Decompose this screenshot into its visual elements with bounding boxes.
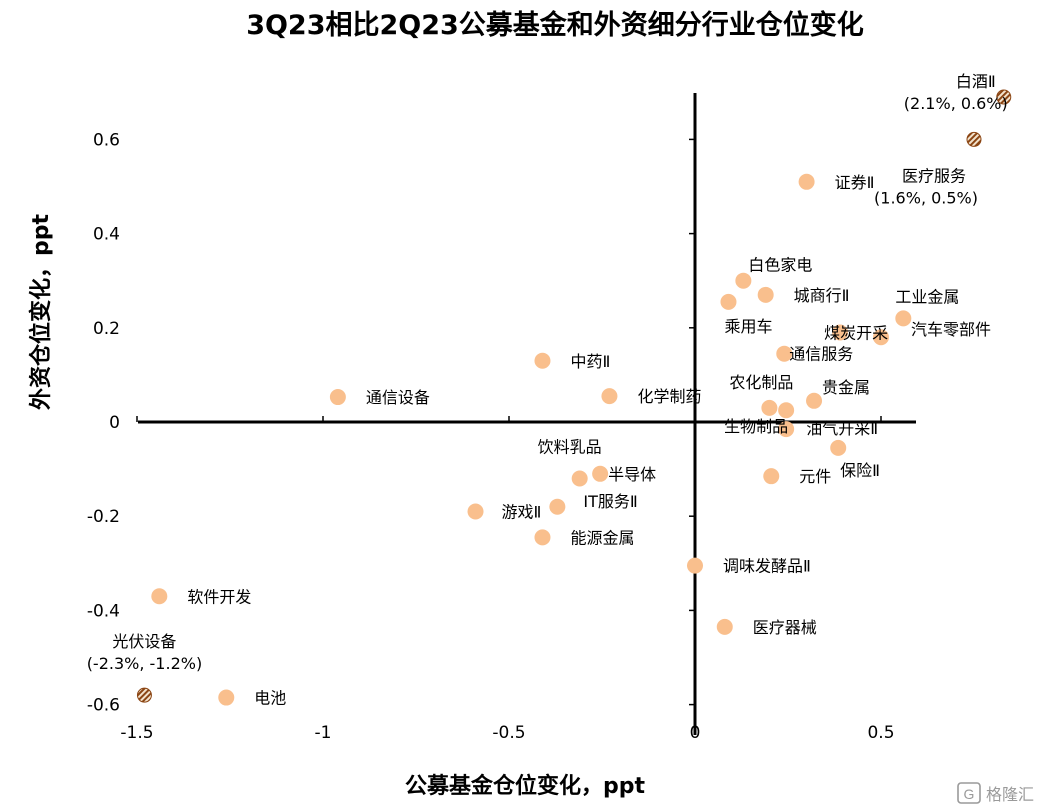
data-label-14: 生物制品 — [724, 417, 788, 436]
data-point-12 — [761, 399, 778, 416]
data-point-20 — [592, 465, 609, 482]
data-label-16: 中药Ⅱ — [570, 352, 610, 371]
data-label-18: 通信设备 — [366, 388, 430, 407]
axes — [136, 93, 916, 735]
data-label-15: 油气开采Ⅱ — [806, 419, 878, 438]
x-tick-label: 0 — [690, 723, 701, 743]
data-point-27 — [716, 618, 733, 635]
data-label-6: 城商行Ⅱ — [794, 286, 850, 305]
data-point-14 — [778, 402, 795, 419]
data-label-1: 白酒Ⅱ — [956, 72, 996, 91]
y-tick-labels: -0.6 -0.4 -0.2 0 0.2 0.4 0.6 — [87, 130, 120, 715]
y-tick-label: -0.4 — [87, 601, 120, 621]
data-point-19 — [571, 470, 588, 487]
data-point-3 — [136, 687, 152, 703]
data-label-3: 光伏设备 — [112, 632, 176, 651]
y-tick-label: 0.4 — [93, 225, 120, 245]
data-point-15 — [830, 439, 847, 456]
data-point-25 — [534, 529, 551, 546]
data-label-4: 证券Ⅱ — [835, 173, 875, 192]
data-point-17 — [601, 388, 618, 405]
y-tick-label: 0 — [109, 413, 120, 433]
watermark: G 格隆汇 — [957, 782, 1034, 804]
data-points — [136, 89, 1012, 706]
data-label-17: 化学制药 — [637, 387, 701, 406]
data-note-1: (2.1%, 0.6%) — [904, 94, 1008, 113]
data-point-2 — [966, 131, 982, 147]
x-axis-title: 公募基金仓位变化，ppt — [405, 773, 645, 799]
data-label-26: 调味发酵品Ⅱ — [723, 557, 811, 576]
x-tick-label: 0.5 — [867, 723, 894, 743]
data-point-9 — [832, 324, 849, 341]
data-label-8: 工业金属 — [895, 287, 959, 306]
data-point-4 — [798, 173, 815, 190]
data-point-18 — [329, 389, 346, 406]
data-point-5 — [735, 272, 752, 289]
data-label-20: 半导体 — [608, 465, 656, 484]
data-point-23 — [467, 503, 484, 520]
y-axis-title: 外资仓位变化，ppt — [28, 214, 54, 410]
data-label-23: 游戏Ⅱ — [502, 502, 542, 521]
data-point-29 — [218, 689, 235, 706]
data-point-6 — [757, 286, 774, 303]
data-label-9: 煤炭开采 — [824, 324, 888, 343]
y-tick-label: 0.2 — [93, 319, 120, 339]
y-tick-label: -0.6 — [87, 696, 120, 716]
y-tick-label: 0.6 — [93, 130, 120, 150]
data-point-26 — [687, 557, 703, 574]
watermark-text: 格隆汇 — [986, 785, 1034, 804]
data-labels: 白酒Ⅱ (2.1%, 0.6%) 医疗服务 (1.6%, 0.5%) 光伏设备 (-2.3… — [87, 72, 1008, 708]
x-tick-label: -0.5 — [492, 723, 525, 743]
chart-title: 3Q23相比2Q23公募基金和外资细分行业仓位变化 — [246, 9, 864, 41]
data-note-3: (-2.3%, -1.2%) — [87, 654, 203, 673]
data-point-8 — [895, 310, 912, 327]
data-label-29: 电池 — [254, 689, 286, 708]
data-note-2: (1.6%, 0.5%) — [874, 188, 978, 207]
data-label-28: 软件开发 — [187, 587, 251, 606]
data-label-2: 医疗服务 — [902, 166, 966, 185]
data-label-7: 乘用车 — [724, 317, 772, 336]
data-label-10: 汽车零部件 — [911, 320, 991, 339]
data-label-22: 保险Ⅱ — [840, 461, 880, 480]
data-point-28 — [151, 588, 168, 605]
y-tick-label: -0.2 — [87, 507, 120, 527]
data-point-7 — [720, 293, 737, 310]
data-label-11: 通信服务 — [789, 345, 853, 364]
data-point-22 — [778, 421, 795, 438]
data-label-25: 能源金属 — [570, 528, 634, 547]
x-tick-labels: -1.5 -1 -0.5 0 0.5 — [120, 723, 894, 743]
data-label-21: 元件 — [799, 467, 831, 486]
data-label-12: 农化制品 — [729, 373, 793, 392]
data-label-19: 饮料乳品 — [538, 438, 602, 457]
data-label-24: IT服务Ⅱ — [583, 492, 637, 511]
data-point-11 — [776, 345, 793, 362]
data-point-10 — [873, 329, 889, 346]
data-point-13 — [806, 392, 823, 409]
gelonghui-logo-icon: G — [957, 782, 981, 804]
data-point-24 — [549, 498, 566, 515]
x-tick-label: -1 — [315, 723, 332, 743]
x-tick-label: -1.5 — [120, 723, 153, 743]
data-label-27: 医疗器械 — [753, 618, 817, 637]
data-label-5: 白色家电 — [748, 256, 812, 275]
svg-text:G: G — [964, 786, 975, 802]
data-label-13: 贵金属 — [822, 378, 870, 397]
data-point-1 — [996, 89, 1012, 105]
data-point-21 — [763, 468, 780, 485]
data-point-16 — [534, 352, 551, 369]
